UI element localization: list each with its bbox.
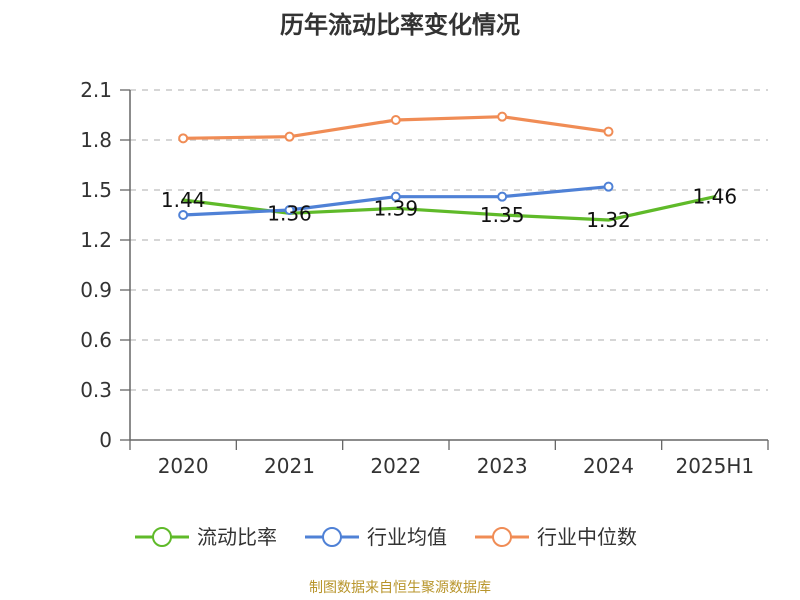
series-layer [178,111,717,222]
data-label: 1.32 [586,208,631,232]
x-tick-label: 2025H1 [675,454,754,478]
legend-marker [492,527,512,547]
grid-layer [130,89,768,391]
data-point [390,115,401,125]
data-point [497,111,508,122]
legend-marker [322,527,342,547]
data-label: 1.39 [374,196,419,220]
y-tick-label: 0.6 [80,328,112,352]
y-tick-label: 0 [99,428,112,452]
chart-title: 历年流动比率变化情况 [280,11,520,39]
data-point [390,191,401,202]
data-point [178,210,189,220]
x-tick-label: 2023 [477,454,528,478]
x-tick-label: 2020 [158,454,209,478]
data-point [178,133,189,144]
x-tick-label: 2021 [264,454,315,478]
data-label: 1.44 [161,188,206,212]
legend-item: 行业均值 [305,525,447,549]
legend-label: 流动比率 [197,525,277,549]
legend-label: 行业中位数 [537,525,637,549]
data-label: 1.35 [480,203,525,227]
y-tick-label: 1.8 [80,128,112,152]
data-source: 制图数据来自恒生聚源数据库 [309,580,491,596]
data-point [603,126,614,137]
data-point [284,131,295,142]
axis-layer: 0 0.3 0.6 0.9 1.2 1.5 1.8 2.1 2020 2021 2022 2023 20… [80,78,769,478]
y-tick-label: 1.2 [80,228,112,252]
data-point [284,205,295,215]
x-tick-label: 2024 [583,454,634,478]
y-tick-label: 1.5 [80,178,112,202]
series-line [181,195,717,222]
data-label-layer: 1.44 1.36 1.39 1.35 1.32 1.46 [161,185,737,232]
legend-item: 流动比率 [135,525,277,549]
legend-marker [152,527,172,547]
y-tick-label: 0.3 [80,378,112,402]
legend-item: 行业中位数 [475,525,637,549]
data-label: 1.46 [693,185,738,209]
legend-label: 行业均值 [367,525,447,549]
x-tick-label: 2022 [370,454,421,478]
y-tick-label: 2.1 [80,78,112,102]
data-point [603,181,614,192]
data-point [497,191,508,202]
data-label: 1.36 [267,201,312,225]
y-tick-label: 0.9 [80,278,112,302]
legend: 流动比率 行业均值 行业中位数 [135,525,637,549]
